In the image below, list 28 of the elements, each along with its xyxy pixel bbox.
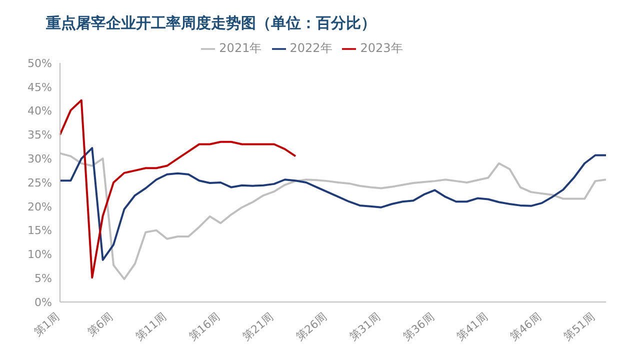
chart-title: 重点屠宰企业开工率周度走势图（单位：百分比）	[45, 13, 377, 34]
legend-label: 2023年	[360, 41, 403, 55]
x-tick-label: 第36周	[400, 310, 437, 344]
y-tick-label: 25%	[28, 176, 52, 190]
line-series	[59, 147, 607, 261]
legend-label: 2021年	[219, 41, 262, 55]
x-tick-label: 第46周	[508, 310, 544, 344]
x-tick-label: 第1周	[31, 310, 62, 339]
y-tick-label: 0%	[34, 296, 52, 309]
y-tick-label: 5%	[34, 272, 52, 286]
y-tick-label: 15%	[28, 224, 52, 238]
x-tick-label: 第31周	[347, 310, 384, 344]
y-tick-label: 10%	[28, 248, 52, 262]
x-tick-label: 第51周	[561, 310, 598, 344]
y-tick-label: 35%	[28, 128, 52, 142]
x-tick-label: 第16周	[186, 310, 223, 344]
x-tick-label: 第21周	[240, 310, 276, 344]
x-tick-label: 第6周	[84, 310, 116, 339]
legend-label: 2022年	[290, 41, 332, 55]
x-tick-label: 第41周	[454, 310, 490, 344]
y-tick-label: 20%	[28, 200, 52, 214]
x-tick-label: 第26周	[294, 310, 330, 344]
y-tick-label: 40%	[28, 104, 52, 118]
y-tick-label: 30%	[28, 152, 52, 166]
x-tick-label: 第11周	[133, 310, 169, 344]
line-series	[59, 99, 297, 279]
y-tick-label: 50%	[28, 56, 52, 70]
y-tick-label: 45%	[28, 80, 52, 94]
